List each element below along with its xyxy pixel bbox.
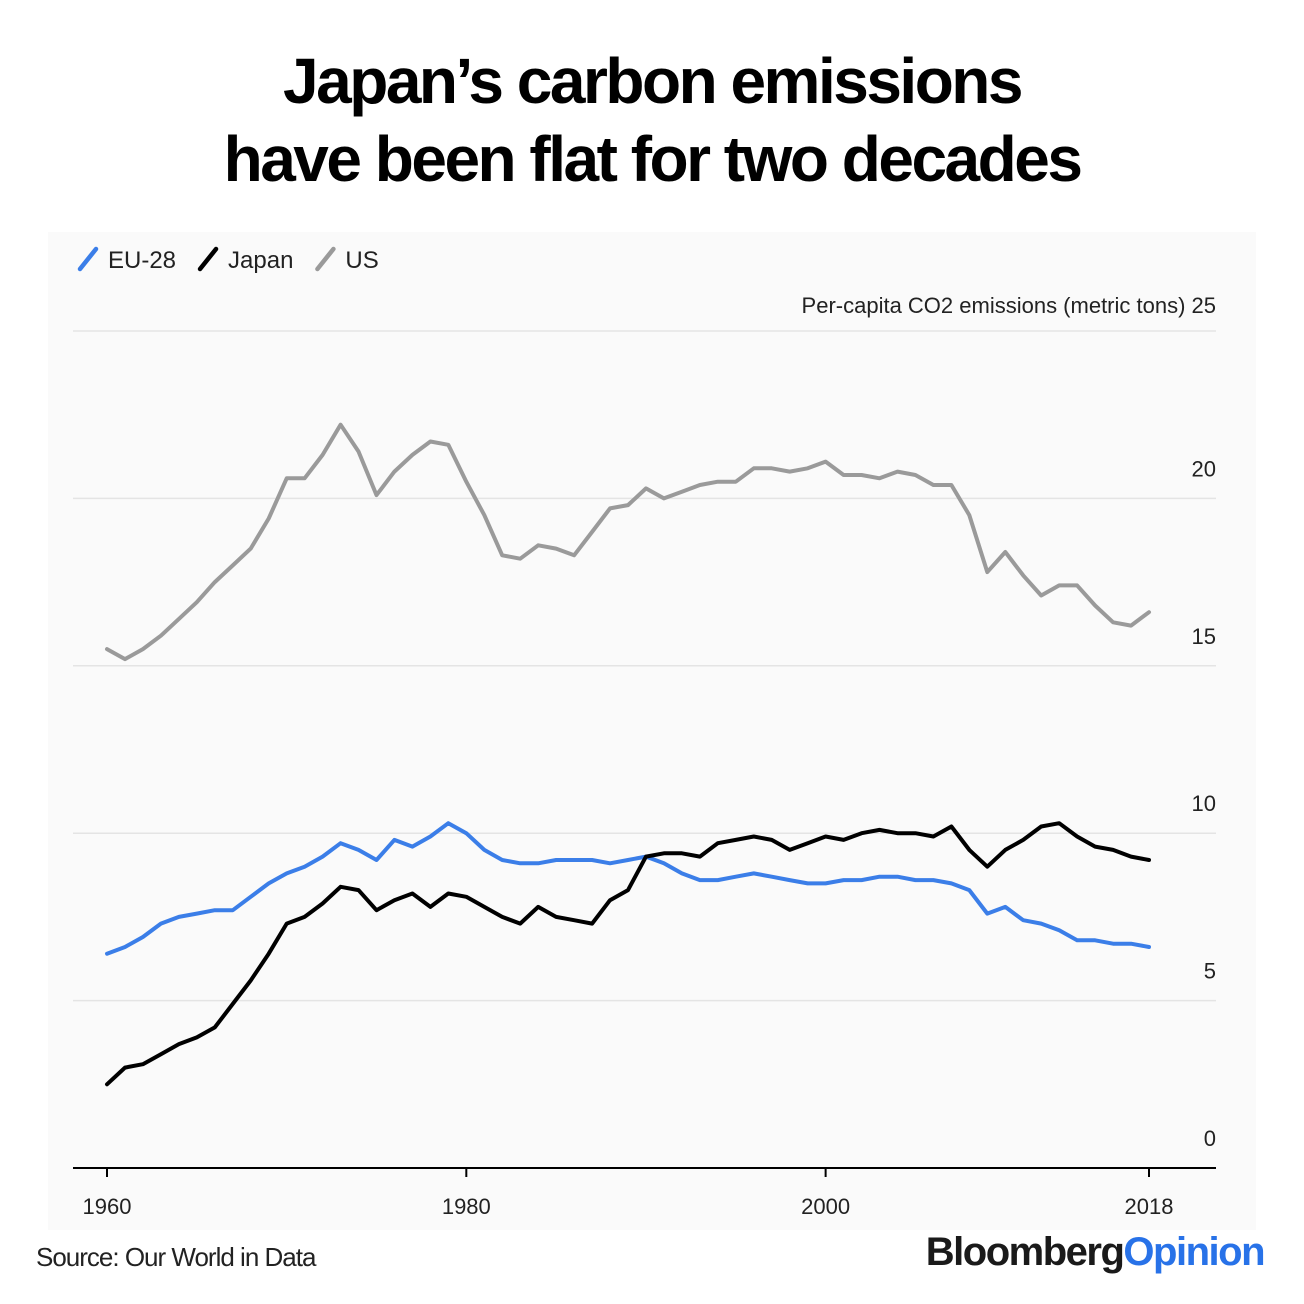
- legend-item-us: US: [315, 246, 379, 274]
- brand-bloomberg: Bloomberg: [925, 1230, 1125, 1274]
- brand-logo: BloombergOpinion: [925, 1230, 1266, 1275]
- legend-label-japan: Japan: [228, 247, 293, 274]
- legend-item-eu-28: EU-28: [77, 246, 176, 274]
- series-line-us: [105, 422, 1151, 662]
- y-tick-label-5: 5: [1204, 959, 1216, 984]
- legend-item-japan: Japan: [197, 246, 293, 274]
- x-tick-label-1980: 1980: [442, 1194, 491, 1219]
- y-tick-label-15: 15: [1192, 624, 1216, 649]
- x-tick-label-1960: 1960: [83, 1194, 132, 1219]
- y-tick-label-25: Per-capita CO2 emissions (metric tons) 2…: [802, 293, 1216, 318]
- legend-label-eu-28: EU-28: [108, 247, 176, 274]
- brand-opinion: Opinion: [1123, 1230, 1265, 1274]
- legend-swatch-japan: [197, 246, 219, 272]
- x-tick-label-2018: 2018: [1125, 1194, 1174, 1219]
- series-line-japan: [105, 821, 1151, 1087]
- y-tick-label-10: 10: [1192, 791, 1216, 816]
- series-lines: [105, 422, 1151, 1087]
- series-line-eu-28: [105, 821, 1151, 956]
- source-note: Source: Our World in Data: [36, 1242, 316, 1272]
- chart-title: Japan’s carbon emissions have been flat …: [0, 42, 1304, 198]
- legend-swatch-eu-28: [77, 246, 99, 272]
- gridlines: [73, 330, 1216, 1002]
- y-tick-label-20: 20: [1192, 456, 1216, 481]
- legend: EU-28 Japan US: [77, 246, 379, 274]
- legend-swatch-us: [315, 246, 336, 272]
- x-axis: 1960 1980 2000 2018: [73, 1167, 1216, 1219]
- legend-label-us: US: [345, 247, 378, 274]
- y-tick-label-0: 0: [1204, 1126, 1216, 1151]
- title-line-1: Japan’s carbon emissions: [283, 45, 1023, 117]
- title-line-2: have been flat for two decades: [223, 123, 1083, 195]
- chart-panel: [48, 232, 1256, 1230]
- x-tick-label-2000: 2000: [801, 1194, 850, 1219]
- y-axis-tick-labels: 0 5 10 15 20 Per-capita CO2 emissions (metric…: [802, 293, 1216, 1151]
